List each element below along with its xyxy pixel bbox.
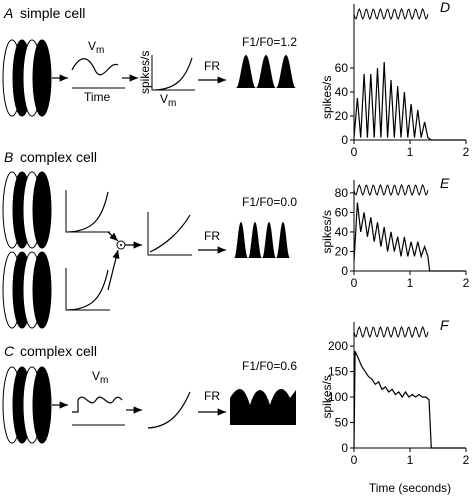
- arrow: [107, 231, 119, 242]
- y-tick-label: 60: [335, 205, 349, 219]
- ratio: F1/F0=1.2: [242, 35, 297, 49]
- x-tick-label: 2: [463, 276, 470, 290]
- transfer-curve: [67, 269, 109, 311]
- y-tick-label: 20: [335, 109, 349, 123]
- fr-label: FR: [204, 59, 220, 73]
- vm-label: Vm: [92, 369, 108, 386]
- axis: [65, 190, 110, 233]
- vm: V: [92, 369, 100, 383]
- stimulus-wave: [353, 183, 429, 197]
- vm: V: [88, 39, 96, 53]
- ratio: F1/F0=0.0: [242, 195, 297, 209]
- y-tick-label: 200: [328, 339, 348, 353]
- transfer-curve: [149, 214, 191, 253]
- panel-title: complex cell: [20, 343, 97, 359]
- arrow: [107, 249, 120, 291]
- grating: [2, 39, 52, 117]
- panel-title: simple cell: [20, 5, 85, 21]
- spikes-label: spikes/s: [138, 51, 152, 94]
- time-label: Time: [84, 90, 111, 104]
- x-tick-label: 2: [463, 453, 470, 467]
- psth-line: [353, 61, 466, 141]
- y-tick-label: 0: [341, 264, 348, 278]
- vm-wave: [72, 396, 123, 413]
- vm: V: [160, 92, 168, 106]
- y-axis-label: spikes/s: [320, 210, 334, 253]
- x-tick-label: 1: [407, 453, 414, 467]
- x-tick-label: 0: [351, 276, 358, 290]
- panel-letter: E: [440, 175, 450, 191]
- transfer-curve: [147, 391, 191, 429]
- y-tick-label: 60: [335, 61, 349, 75]
- panel-letter: A: [3, 5, 13, 21]
- fr-output: [230, 388, 296, 425]
- transfer-curve: [154, 57, 193, 91]
- stimulus-wave: [353, 325, 429, 339]
- fr-label: FR: [204, 389, 220, 403]
- psth-line: [353, 350, 466, 449]
- y-tick-label: 40: [335, 85, 349, 99]
- vm-sub: m: [100, 375, 108, 386]
- x-tick-label: 1: [407, 276, 414, 290]
- vm-sub: m: [168, 98, 176, 109]
- panel-title: complex cell: [20, 149, 97, 165]
- fr-output: [230, 222, 296, 258]
- vm-sub: m: [96, 45, 104, 56]
- stimulus-wave: [353, 7, 429, 21]
- y-tick-label: 80: [335, 186, 349, 200]
- y-tick-label: 50: [335, 416, 349, 430]
- grating: [2, 171, 52, 249]
- y-tick-label: 0: [341, 441, 348, 455]
- grating: [2, 366, 52, 444]
- y-tick-label: 100: [328, 390, 348, 404]
- vm-label: Vm: [88, 39, 104, 56]
- x-tick-label: 0: [351, 145, 358, 159]
- axis: [147, 212, 192, 256]
- x-axis-label: Time (seconds): [369, 481, 451, 495]
- transfer-curve: [67, 191, 109, 233]
- panel-letter: D: [440, 0, 450, 15]
- psth-line: [353, 202, 466, 272]
- ratio: F1/F0=0.6: [242, 359, 297, 373]
- panel-letter: C: [4, 343, 15, 359]
- y-tick-label: 0: [341, 133, 348, 147]
- panel-letter: B: [4, 149, 13, 165]
- panel-letter: F: [440, 317, 450, 333]
- fr-output: [230, 55, 296, 88]
- vm-wave: [71, 58, 119, 76]
- x-tick-label: 2: [463, 145, 470, 159]
- y-tick-label: 20: [335, 244, 349, 258]
- grating: [2, 251, 52, 329]
- y-axis-label: spikes/s: [320, 76, 334, 119]
- x-tick-label: 1: [407, 145, 414, 159]
- axis: [151, 55, 195, 91]
- fr-label: FR: [204, 229, 220, 243]
- axis: [65, 268, 110, 311]
- sum-dot: [120, 244, 122, 246]
- y-axis-label: spikes/s: [320, 375, 334, 418]
- y-tick-label: 40: [335, 225, 349, 239]
- y-tick-label: 150: [328, 365, 348, 379]
- x-tick-label: 0: [351, 453, 358, 467]
- vm-label: Vm: [160, 92, 176, 109]
